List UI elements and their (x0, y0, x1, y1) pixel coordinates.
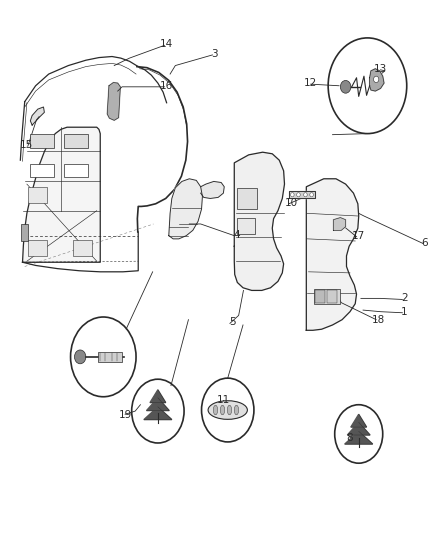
Text: 3: 3 (211, 49, 218, 59)
Polygon shape (201, 181, 224, 198)
Bar (28, 240, 47, 256)
Polygon shape (107, 83, 120, 120)
Polygon shape (150, 390, 166, 402)
Polygon shape (144, 407, 172, 419)
Text: 13: 13 (374, 64, 387, 74)
Ellipse shape (234, 405, 239, 415)
Ellipse shape (213, 405, 218, 415)
Text: 1: 1 (401, 306, 408, 317)
Ellipse shape (227, 405, 232, 415)
Bar (327, 290, 337, 303)
Polygon shape (370, 69, 384, 91)
Text: 14: 14 (160, 39, 173, 49)
Bar (73, 240, 92, 256)
Ellipse shape (220, 405, 225, 415)
Text: 12: 12 (304, 78, 317, 88)
Polygon shape (147, 398, 169, 410)
Bar (237, 188, 257, 209)
Polygon shape (306, 179, 359, 330)
Text: 2: 2 (401, 293, 408, 303)
Circle shape (374, 76, 379, 83)
Text: 8: 8 (346, 433, 353, 443)
Text: 5: 5 (229, 317, 235, 327)
Polygon shape (347, 422, 370, 435)
Bar (28, 187, 47, 203)
Circle shape (290, 192, 294, 197)
Bar (237, 217, 255, 233)
Text: 10: 10 (284, 198, 297, 208)
Circle shape (340, 80, 351, 93)
Polygon shape (351, 414, 367, 427)
Bar (98, 352, 122, 362)
Text: 17: 17 (352, 231, 365, 241)
Text: 6: 6 (421, 238, 427, 247)
Text: 16: 16 (160, 81, 173, 91)
Polygon shape (22, 127, 100, 262)
Bar (21, 224, 28, 241)
Bar (315, 290, 325, 303)
Text: 11: 11 (217, 395, 230, 406)
Circle shape (304, 192, 307, 197)
Circle shape (310, 192, 313, 197)
Bar (30, 164, 54, 177)
Bar (64, 134, 88, 149)
Polygon shape (345, 431, 373, 444)
Text: 19: 19 (119, 410, 132, 421)
Text: 18: 18 (372, 314, 385, 325)
Bar (30, 134, 54, 149)
Ellipse shape (208, 401, 247, 419)
Circle shape (74, 350, 86, 364)
Polygon shape (234, 152, 285, 290)
Text: 15: 15 (19, 140, 33, 150)
Polygon shape (333, 217, 346, 230)
Text: 4: 4 (233, 230, 240, 240)
Polygon shape (289, 191, 315, 198)
Polygon shape (169, 179, 202, 239)
Bar (64, 164, 88, 177)
Circle shape (297, 192, 300, 197)
Polygon shape (30, 107, 44, 125)
Bar (314, 289, 339, 304)
